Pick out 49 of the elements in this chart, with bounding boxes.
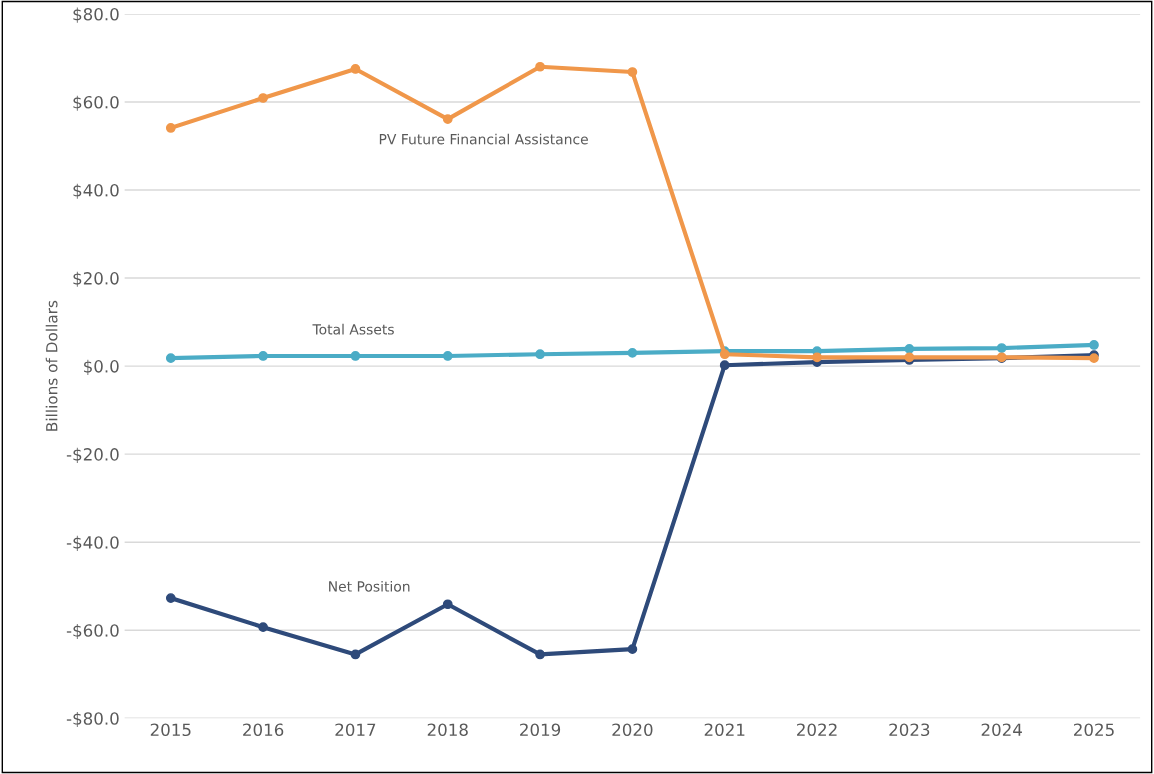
y-axis-title: Billions of Dollars [45, 300, 58, 431]
point [165, 353, 176, 364]
y-tick-label: -$80.0 [66, 711, 119, 728]
point [258, 351, 268, 361]
point [904, 344, 915, 354]
point [627, 644, 638, 655]
x-tick-label: 2017 [335, 723, 376, 737]
point [165, 593, 176, 603]
point [350, 351, 361, 361]
y-tick-label: $40.0 [73, 183, 119, 199]
point [535, 61, 545, 72]
y-tick-label: -$60.0 [66, 623, 119, 640]
y-tick-label: $80.0 [73, 7, 119, 23]
point [535, 649, 545, 660]
point [258, 93, 268, 103]
point [627, 348, 638, 358]
x-tick-label: 2021 [704, 723, 745, 737]
y-tick-label: $0.0 [84, 359, 119, 375]
point [165, 123, 176, 133]
y-tick-label: -$20.0 [66, 447, 119, 463]
x-tick-label: 2018 [427, 723, 468, 737]
point [442, 599, 453, 610]
y-tick-label: $60.0 [73, 95, 119, 111]
point [442, 114, 453, 125]
text: Net Position [329, 580, 410, 592]
point [719, 360, 730, 371]
point [350, 649, 361, 660]
point [1089, 340, 1099, 350]
y-tick-label: -$40.0 [66, 535, 119, 551]
x-tick-label: 2025 [1074, 723, 1114, 737]
point [627, 67, 638, 77]
point [719, 349, 730, 360]
point [442, 351, 453, 361]
point [1089, 353, 1099, 364]
point [812, 352, 822, 363]
x-tick-label: 2015 [150, 723, 191, 737]
series-label: Total Assets [312, 323, 394, 335]
x-tick-label: 2023 [889, 723, 930, 737]
x-tick-label: 2022 [797, 723, 837, 737]
point [258, 622, 268, 633]
x-tick-label: 2016 [243, 723, 284, 737]
text: PV Future Financial Assistance [379, 133, 588, 145]
point [535, 349, 545, 360]
y-tick-label: $20.0 [73, 271, 119, 287]
point [996, 343, 1007, 353]
x-tick-label: 2020 [612, 723, 653, 737]
x-tick-label: 2024 [981, 723, 1022, 737]
x-tick-label: 2019 [520, 723, 561, 737]
point [350, 64, 361, 74]
